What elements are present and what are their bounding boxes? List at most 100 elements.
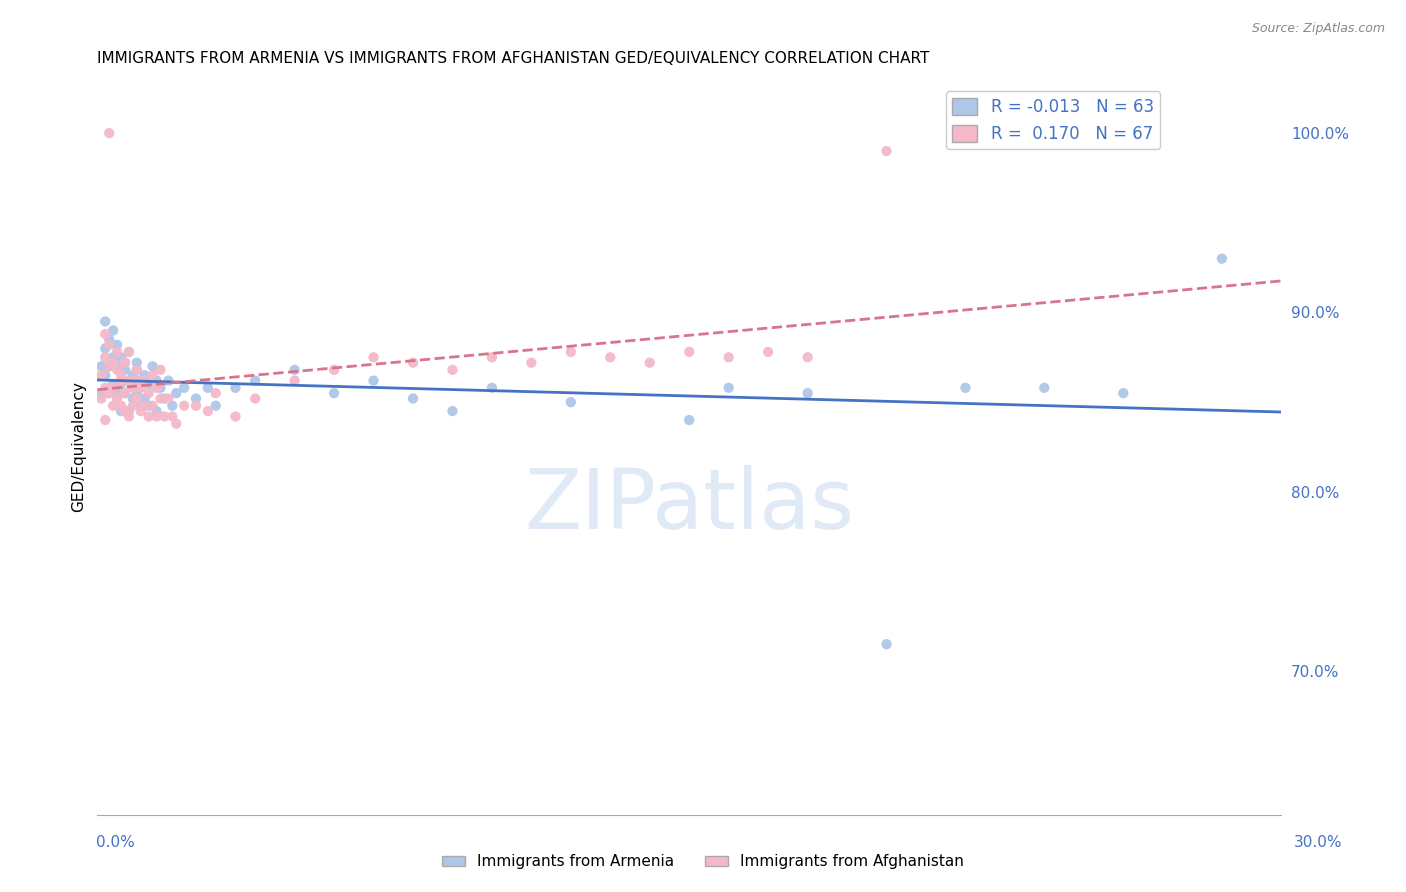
Point xyxy=(90,386,112,401)
Point xyxy=(481,381,503,395)
Point xyxy=(145,409,167,424)
Point xyxy=(165,417,187,431)
Point xyxy=(105,392,128,406)
Point xyxy=(94,351,117,365)
Point xyxy=(363,351,385,365)
Point xyxy=(142,359,165,374)
Point xyxy=(94,314,117,328)
Point xyxy=(114,404,136,418)
Point xyxy=(441,404,464,418)
Point xyxy=(129,399,152,413)
Point xyxy=(134,368,156,383)
Point xyxy=(121,381,143,395)
Point xyxy=(98,332,121,346)
Point xyxy=(121,368,143,383)
Point xyxy=(157,374,180,388)
Point xyxy=(98,126,121,140)
Point xyxy=(153,409,176,424)
Point xyxy=(101,356,124,370)
Point xyxy=(876,637,898,651)
Point xyxy=(114,386,136,401)
Point xyxy=(243,392,266,406)
Point xyxy=(94,326,117,341)
Point xyxy=(118,374,141,388)
Point xyxy=(105,345,128,359)
Point xyxy=(114,356,136,370)
Point xyxy=(204,386,226,401)
Point xyxy=(134,374,156,388)
Point xyxy=(1211,252,1233,266)
Point xyxy=(118,374,141,388)
Point xyxy=(955,381,977,395)
Point xyxy=(197,381,219,395)
Point xyxy=(138,399,160,413)
Point xyxy=(121,399,143,413)
Point xyxy=(134,399,156,413)
Point xyxy=(284,363,307,377)
Legend: Immigrants from Armenia, Immigrants from Afghanistan: Immigrants from Armenia, Immigrants from… xyxy=(436,848,970,875)
Point xyxy=(114,363,136,377)
Point xyxy=(284,374,307,388)
Point xyxy=(94,342,117,356)
Point xyxy=(114,356,136,370)
Point xyxy=(876,144,898,158)
Point xyxy=(173,381,195,395)
Point xyxy=(118,345,141,359)
Point xyxy=(90,392,112,406)
Point xyxy=(717,381,740,395)
Point xyxy=(678,345,700,359)
Point xyxy=(110,368,132,383)
Point xyxy=(796,351,818,365)
Point xyxy=(101,377,124,392)
Point xyxy=(162,409,184,424)
Point xyxy=(717,351,740,365)
Point xyxy=(98,337,121,351)
Point xyxy=(145,374,167,388)
Point xyxy=(98,359,121,374)
Point xyxy=(402,356,425,370)
Point xyxy=(363,374,385,388)
Point xyxy=(110,351,132,365)
Point xyxy=(125,374,148,388)
Point xyxy=(145,381,167,395)
Point xyxy=(105,386,128,401)
Point xyxy=(101,381,124,395)
Point xyxy=(90,359,112,374)
Point xyxy=(94,413,117,427)
Point xyxy=(796,386,818,401)
Point xyxy=(173,399,195,413)
Point xyxy=(1112,386,1135,401)
Point xyxy=(197,404,219,418)
Point xyxy=(98,386,121,401)
Point xyxy=(101,399,124,413)
Point xyxy=(149,381,172,395)
Point xyxy=(599,351,621,365)
Point xyxy=(323,386,346,401)
Y-axis label: GED/Equivalency: GED/Equivalency xyxy=(72,382,86,512)
Point xyxy=(125,386,148,401)
Point xyxy=(402,392,425,406)
Point xyxy=(149,392,172,406)
Text: Source: ZipAtlas.com: Source: ZipAtlas.com xyxy=(1251,22,1385,36)
Point xyxy=(138,409,160,424)
Point xyxy=(118,345,141,359)
Point xyxy=(94,368,117,383)
Point xyxy=(162,399,184,413)
Point xyxy=(90,368,112,383)
Point xyxy=(142,399,165,413)
Point xyxy=(138,377,160,392)
Text: 0.0%: 0.0% xyxy=(96,836,135,850)
Point xyxy=(129,374,152,388)
Point xyxy=(110,377,132,392)
Point xyxy=(110,399,132,413)
Point xyxy=(101,323,124,337)
Point xyxy=(224,381,246,395)
Text: IMMIGRANTS FROM ARMENIA VS IMMIGRANTS FROM AFGHANISTAN GED/EQUIVALENCY CORRELATI: IMMIGRANTS FROM ARMENIA VS IMMIGRANTS FR… xyxy=(97,51,929,66)
Point xyxy=(129,404,152,418)
Point xyxy=(125,363,148,377)
Point xyxy=(125,363,148,377)
Point xyxy=(520,356,543,370)
Text: 30.0%: 30.0% xyxy=(1295,836,1343,850)
Point xyxy=(134,392,156,406)
Point xyxy=(145,404,167,418)
